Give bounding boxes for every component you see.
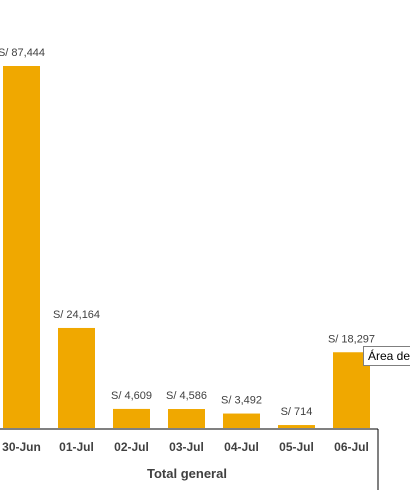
x-tick-labels-group: 30-Jun 01-Jul 02-Jul 03-Jul 04-Jul 05-Jul 06-J… — [2, 440, 369, 454]
x-axis-title: Total general — [147, 466, 227, 481]
tooltip: Área de — [363, 346, 410, 366]
x-tick-03-Jul: 03-Jul — [169, 440, 204, 454]
bar-30-Jun[interactable] — [3, 66, 40, 428]
x-tick-02-Jul: 02-Jul — [114, 440, 149, 454]
bar-04-Jul[interactable] — [223, 413, 260, 428]
x-tick-01-Jul: 01-Jul — [59, 440, 94, 454]
bar-01-Jul[interactable] — [58, 327, 95, 428]
bar-02-Jul[interactable] — [113, 408, 150, 428]
bar-03-Jul[interactable] — [168, 409, 205, 428]
data-label-04-Jul: S/ 3,492 — [221, 395, 262, 407]
data-label-05-Jul: S/ 714 — [281, 406, 313, 418]
data-labels-group: S/ 87,444 S/ 24,164 S/ 4,609 S/ 4,586 S/ 3,4… — [0, 47, 375, 418]
bar-05-Jul[interactable] — [278, 425, 315, 428]
x-tick-30-Jun: 30-Jun — [2, 440, 41, 454]
data-label-30-Jun: S/ 87,444 — [0, 47, 45, 59]
x-tick-05-Jul: 05-Jul — [279, 440, 314, 454]
bars-group — [3, 66, 370, 428]
x-tick-04-Jul: 04-Jul — [224, 440, 259, 454]
data-label-01-Jul: S/ 24,164 — [53, 309, 100, 321]
x-tick-06-Jul: 06-Jul — [334, 440, 369, 454]
data-label-03-Jul: S/ 4,586 — [166, 390, 207, 402]
data-label-02-Jul: S/ 4,609 — [111, 390, 152, 402]
data-label-06-Jul: S/ 18,297 — [328, 333, 375, 345]
